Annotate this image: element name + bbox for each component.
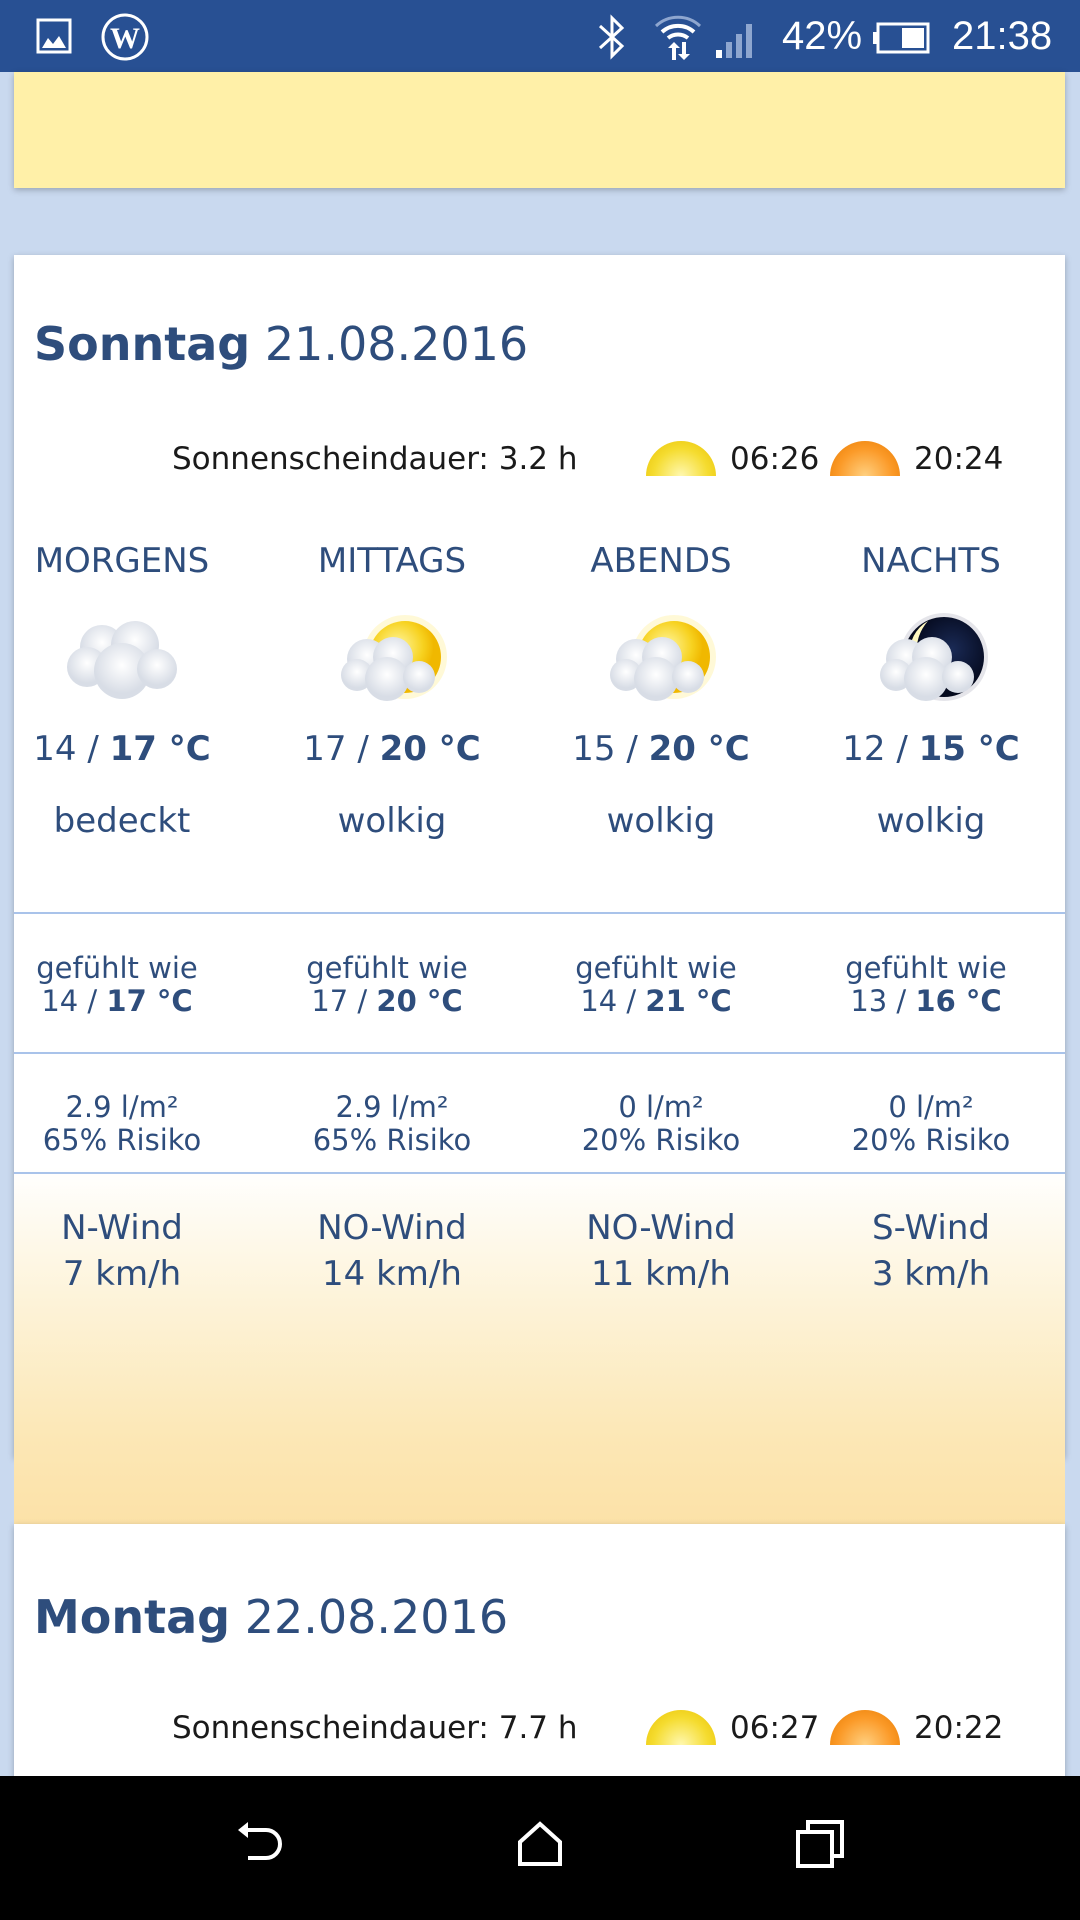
recent-apps-button[interactable] — [792, 1816, 848, 1872]
overcast-icon — [57, 607, 187, 717]
day-title: Sonntag 21.08.2016 — [34, 317, 529, 371]
feels-like: gefühlt wie 13 / 16 °C — [845, 951, 1007, 1018]
feels-like: gefühlt wie 17 / 20 °C — [306, 951, 468, 1018]
wind: S-Wind 3 km/h — [871, 1208, 991, 1294]
precipitation: 0 l/m² 20% Risiko — [581, 1090, 741, 1157]
day-card-monday: Montag 22.08.2016 Sonnenscheindauer: 7.7… — [14, 1524, 1065, 1824]
precipitation: 0 l/m² 20% Risiko — [851, 1090, 1011, 1157]
navigation-bar — [0, 1776, 1080, 1920]
image-icon — [36, 18, 72, 54]
home-button[interactable] — [512, 1816, 568, 1872]
clock: 21:38 — [952, 14, 1053, 58]
precipitation: 2.9 l/m² 65% Risiko — [42, 1090, 202, 1157]
precipitation: 2.9 l/m² 65% Risiko — [312, 1090, 472, 1157]
sunrise-time: 06:26 — [730, 441, 820, 477]
wordpress-icon: W — [101, 13, 149, 61]
sunshine-duration: Sonnenscheindauer: 7.7 h — [172, 1710, 578, 1746]
bluetooth-icon — [598, 14, 625, 60]
sunset-icon — [830, 1710, 900, 1745]
wind: N-Wind 7 km/h — [61, 1208, 183, 1294]
sunset-time: 20:24 — [914, 441, 1004, 477]
sunrise-time: 06:27 — [730, 1710, 820, 1746]
sun-cloud-icon — [327, 607, 457, 717]
signal-icon — [716, 24, 752, 58]
sun-cloud-icon — [596, 607, 726, 717]
period-label: MITTAGS — [317, 541, 467, 581]
divider — [14, 1172, 1065, 1174]
day-title: Montag 22.08.2016 — [34, 1590, 509, 1644]
moon-cloud-icon — [866, 607, 996, 717]
svg-text:W: W — [110, 22, 140, 55]
feels-like: gefühlt wie 14 / 21 °C — [575, 951, 737, 1018]
wifi-icon — [654, 15, 702, 60]
condition: wolkig — [606, 801, 716, 841]
sunset-icon — [830, 441, 900, 476]
wind: NO-Wind 14 km/h — [317, 1208, 467, 1294]
temperature: 12 / 15 °C — [842, 729, 1020, 769]
battery-icon — [873, 22, 930, 54]
condition: bedeckt — [53, 801, 191, 841]
sunset-time: 20:22 — [914, 1710, 1004, 1746]
temperature: 15 / 20 °C — [572, 729, 750, 769]
period-label: MORGENS — [34, 541, 210, 581]
period-label: ABENDS — [590, 541, 732, 581]
previous-day-card — [14, 72, 1065, 188]
condition: wolkig — [876, 801, 986, 841]
day-card-sunday: Sonntag 21.08.2016 Sonnenscheindauer: 3.… — [14, 255, 1065, 1712]
condition: wolkig — [337, 801, 447, 841]
sunshine-duration: Sonnenscheindauer: 3.2 h — [172, 441, 578, 477]
sunrise-icon — [646, 441, 716, 476]
divider — [14, 1052, 1065, 1054]
back-button[interactable] — [232, 1816, 288, 1872]
status-bar: W 42% 21:38 — [0, 0, 1080, 72]
temperature: 14 / 17 °C — [33, 729, 211, 769]
period-label: NACHTS — [861, 541, 1001, 581]
wind: NO-Wind 11 km/h — [586, 1208, 736, 1294]
feels-like: gefühlt wie 14 / 17 °C — [36, 951, 198, 1018]
sunrise-icon — [646, 1710, 716, 1745]
temperature: 17 / 20 °C — [303, 729, 481, 769]
battery-percent: 42% — [782, 14, 863, 58]
divider — [14, 912, 1065, 914]
